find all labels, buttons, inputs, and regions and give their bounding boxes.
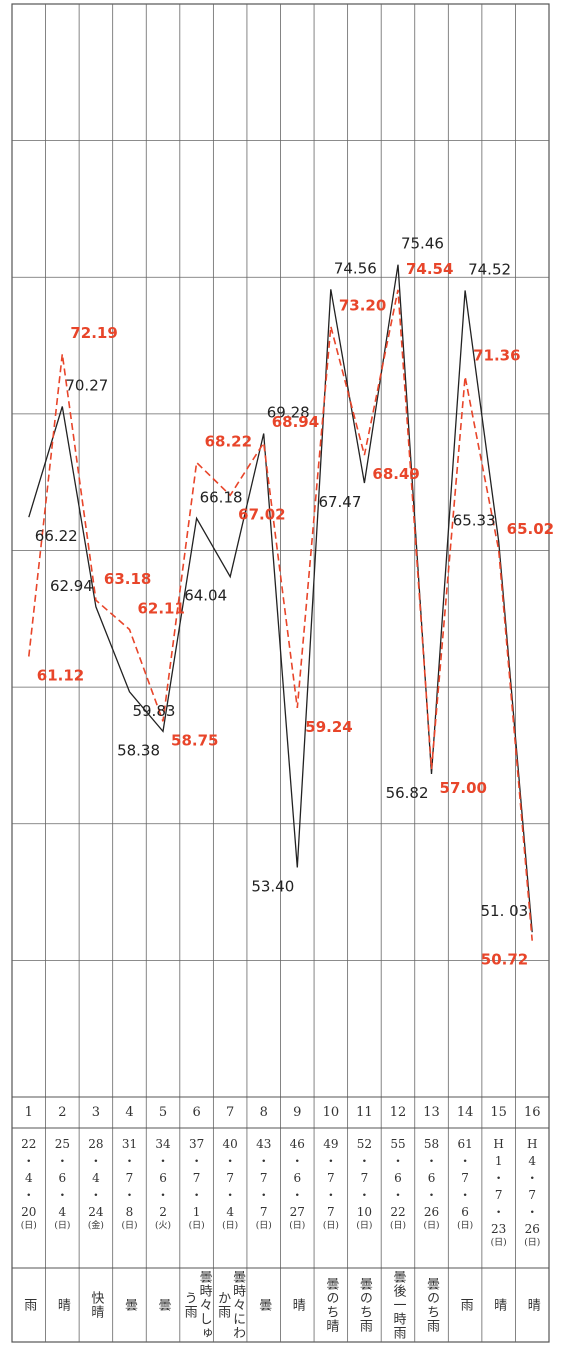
election-number-cell: 14 xyxy=(456,1105,474,1120)
grid xyxy=(11,3,550,1343)
data-label: 62.11 xyxy=(137,599,184,617)
weather-cell: 曇 xyxy=(256,1298,272,1312)
weather-cell: 曇 xyxy=(121,1298,137,1312)
election-date-cell: 28 ・ 4 ・ 24 (金) xyxy=(87,1137,104,1231)
data-label: 50.72 xyxy=(481,951,528,969)
data-label: 68.49 xyxy=(372,465,419,483)
election-number-cell: 8 xyxy=(259,1105,268,1120)
election-number-cell: 2 xyxy=(58,1105,67,1120)
election-number-cell: 1 xyxy=(24,1105,33,1120)
election-number-cell: 11 xyxy=(356,1105,373,1120)
data-label: 74.54 xyxy=(406,260,453,278)
weather-cell: 曇のち雨 xyxy=(356,1277,372,1333)
data-label: 57.00 xyxy=(440,779,487,797)
data-label: 58.75 xyxy=(171,731,218,749)
election-date-cell: 55 ・ 6 ・ 22 (日) xyxy=(389,1137,406,1231)
election-date-cell: 43 ・ 7 ・ 7 (日) xyxy=(255,1137,272,1231)
data-label: 58.38 xyxy=(117,741,160,759)
series-line-black xyxy=(28,264,533,933)
data-label: 59.83 xyxy=(132,702,175,720)
series-red xyxy=(28,289,533,941)
data-label: 67.02 xyxy=(238,505,285,523)
election-date-cell: 40 ・ 7 ・ 4 (日) xyxy=(222,1137,239,1231)
election-number-cell: 15 xyxy=(490,1105,507,1120)
data-label: 68.94 xyxy=(272,413,319,431)
data-label: 53.40 xyxy=(251,877,294,895)
data-label: 64.04 xyxy=(184,587,227,605)
election-date-cell: 61 ・ 7 ・ 6 (日) xyxy=(457,1137,474,1231)
data-label: 63.18 xyxy=(104,570,151,588)
weather-cell: 曇時々しゅう雨 xyxy=(181,1270,212,1340)
data-label: 65.33 xyxy=(453,511,496,529)
election-number-cell: 5 xyxy=(158,1105,168,1120)
weather-cell: 曇後一時雨 xyxy=(390,1270,406,1340)
data-label: 51. 03 xyxy=(481,902,529,920)
weather-cell: 曇時々にわか雨 xyxy=(215,1270,246,1340)
election-date-cell: 22 ・ 4 ・ 20 (日) xyxy=(20,1137,37,1231)
data-label: 69.28 xyxy=(267,404,310,422)
weather-cell: 晴 xyxy=(54,1298,70,1312)
election-number-cell: 7 xyxy=(226,1105,235,1120)
data-label: 59.24 xyxy=(305,718,352,736)
election-date-cell: 58 ・ 6 ・ 26 (日) xyxy=(423,1137,440,1231)
data-label: 71.36 xyxy=(473,347,520,365)
election-number-cell: 13 xyxy=(423,1105,440,1120)
weather-cell: 晴 xyxy=(491,1298,507,1312)
data-label: 68.22 xyxy=(205,433,252,451)
weather-cell: 曇 xyxy=(155,1298,171,1312)
data-label: 73.20 xyxy=(339,296,386,314)
election-date-cell: H 1 ・ 7 ・ 23 (日) xyxy=(490,1137,507,1248)
data-labels: 66.22 70.27 62.94 59.83 58.38 66.18 64.04 69.28… xyxy=(35,235,554,969)
election-number-cell: 4 xyxy=(125,1105,134,1120)
election-date-cell: H 4 ・ 7 ・ 26 (日) xyxy=(524,1137,541,1248)
data-label: 67.47 xyxy=(318,493,361,511)
data-label: 74.56 xyxy=(334,259,377,277)
data-label: 75.46 xyxy=(401,235,444,253)
data-label: 65.02 xyxy=(507,520,554,538)
weather-cell: 晴 xyxy=(524,1298,540,1312)
weather-cell: 曇のち雨 xyxy=(424,1277,440,1333)
election-date-cell: 25 ・ 6 ・ 4 (日) xyxy=(54,1137,71,1231)
data-label: 66.18 xyxy=(200,488,243,506)
weather-cell: 雨 xyxy=(21,1298,37,1312)
election-date-cell: 52 ・ 7 ・ 10 (日) xyxy=(356,1137,373,1231)
election-number-cell: 9 xyxy=(293,1105,302,1120)
election-date-cell: 31 ・ 7 ・ 8 (日) xyxy=(121,1137,138,1231)
election-date-cell: 46 ・ 6 ・ 27 (日) xyxy=(289,1137,306,1231)
election-date-cell: 49 ・ 7 ・ 7 (日) xyxy=(322,1137,339,1231)
data-label: 66.22 xyxy=(35,527,78,545)
weather-cell: 雨 xyxy=(457,1298,473,1312)
series-line-red xyxy=(28,289,533,941)
data-label: 56.82 xyxy=(386,784,429,802)
data-label: 61.12 xyxy=(37,667,84,685)
election-number-cell: 10 xyxy=(322,1105,340,1120)
data-label: 74.52 xyxy=(468,260,511,278)
election-number-cell: 16 xyxy=(523,1105,541,1120)
weather-cell: 快晴 xyxy=(88,1291,104,1319)
series-black xyxy=(28,264,533,933)
data-label: 62.94 xyxy=(50,577,93,595)
weather-cell: 曇のち晴 xyxy=(323,1277,339,1333)
election-date-cell: 37 ・ 7 ・ 1 (日) xyxy=(188,1137,205,1231)
election-number-cell: 3 xyxy=(91,1105,101,1120)
election-date-cell: 34 ・ 6 ・ 2 (火) xyxy=(155,1137,172,1231)
data-label: 72.19 xyxy=(70,324,117,342)
election-number-cell: 12 xyxy=(389,1105,407,1120)
weather-cell: 晴 xyxy=(289,1298,305,1312)
data-label: 70.27 xyxy=(65,376,108,394)
election-number-cell: 6 xyxy=(192,1105,201,1120)
